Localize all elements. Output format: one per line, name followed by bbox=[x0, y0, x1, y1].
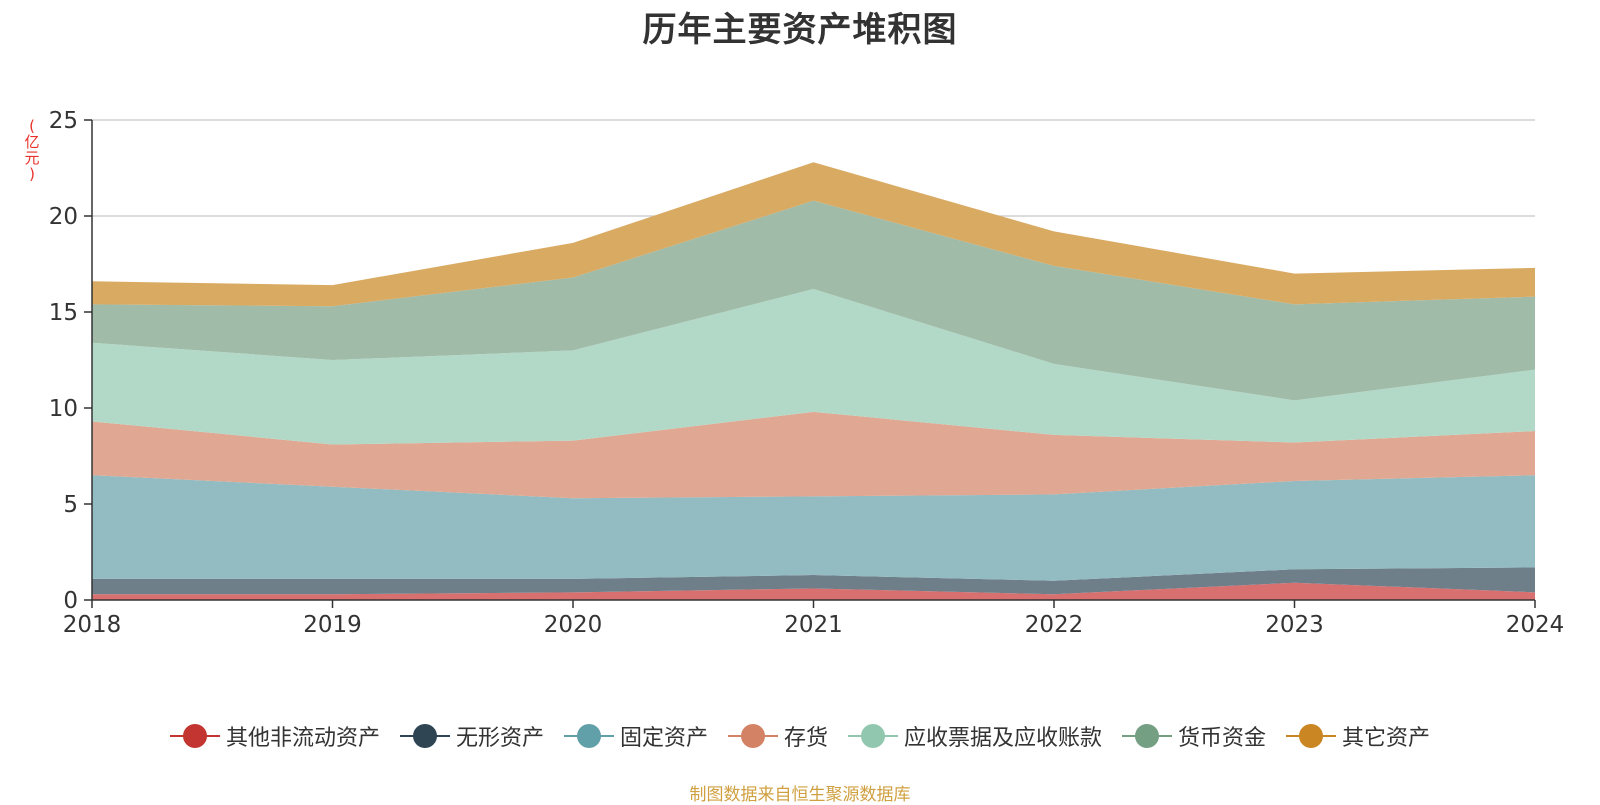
legend-marker-icon bbox=[727, 723, 778, 749]
area-series-1 bbox=[92, 582, 1535, 600]
x-tick-label: 2023 bbox=[1265, 612, 1324, 638]
y-tick-label: 25 bbox=[49, 108, 78, 134]
area-series-6 bbox=[92, 200, 1535, 401]
legend-marker-icon bbox=[169, 723, 220, 749]
legend: 其他非流动资产 无形资产 固定资产 存货 应收票据及应收账款 货币资金 其它资产 bbox=[0, 716, 1600, 756]
legend-item-3[interactable]: 固定资产 bbox=[563, 720, 708, 752]
area-series-7 bbox=[92, 162, 1535, 307]
chart-title: 历年主要资产堆积图 bbox=[642, 10, 958, 50]
x-tick-label: 2019 bbox=[303, 612, 362, 638]
legend-item-5[interactable]: 应收票据及应收账款 bbox=[848, 720, 1102, 752]
area-series-3 bbox=[92, 475, 1535, 581]
y-tick-label: 10 bbox=[49, 396, 78, 422]
legend-label: 其他非流动资产 bbox=[225, 726, 380, 751]
area-series-2 bbox=[92, 567, 1535, 595]
legend-label: 应收票据及应收账款 bbox=[904, 726, 1103, 751]
legend-item-1[interactable]: 其他非流动资产 bbox=[169, 720, 380, 752]
area-series bbox=[92, 162, 1535, 600]
y-tick-label: 15 bbox=[49, 300, 78, 326]
legend-label: 其它资产 bbox=[1342, 726, 1431, 751]
legend-marker-icon bbox=[1286, 723, 1337, 749]
legend-item-6[interactable]: 货币资金 bbox=[1122, 720, 1266, 752]
x-tick-label: 2020 bbox=[544, 612, 603, 638]
area-series-4 bbox=[92, 411, 1535, 499]
x-tick-label: 2024 bbox=[1506, 612, 1565, 638]
stacked-area-chart: 0 5 10 15 20 25 2018 2019 2020 2021 2022 2023 2024 bbox=[49, 108, 1565, 638]
legend-marker-icon bbox=[399, 723, 450, 749]
legend-marker-icon bbox=[563, 723, 614, 749]
y-tick-label: 20 bbox=[49, 204, 78, 230]
legend-label: 无形资产 bbox=[455, 726, 544, 751]
legend-item-4[interactable]: 存货 bbox=[727, 720, 828, 752]
legend-marker-icon bbox=[1122, 723, 1173, 749]
area-series-5 bbox=[92, 288, 1535, 445]
legend-label: 货币资金 bbox=[1178, 726, 1267, 751]
y-tick-label: 5 bbox=[63, 492, 78, 518]
legend-marker-icon bbox=[848, 723, 898, 749]
legend-item-7[interactable]: 其它资产 bbox=[1286, 720, 1430, 752]
x-tick-label: 2018 bbox=[63, 612, 122, 638]
source-note: 制图数据来自恒生聚源数据库 bbox=[689, 785, 911, 805]
legend-label: 存货 bbox=[783, 726, 828, 751]
axes: 0 5 10 15 20 25 2018 2019 2020 2021 2022 2023 2024 bbox=[49, 108, 1565, 638]
legend-label: 固定资产 bbox=[619, 726, 708, 751]
x-tick-label: 2021 bbox=[784, 612, 843, 638]
legend-item-2[interactable]: 无形资产 bbox=[399, 720, 544, 752]
x-tick-label: 2022 bbox=[1025, 612, 1084, 638]
y-axis-unit-label: (亿元) bbox=[24, 117, 40, 183]
y-tick-label: 0 bbox=[63, 588, 78, 614]
